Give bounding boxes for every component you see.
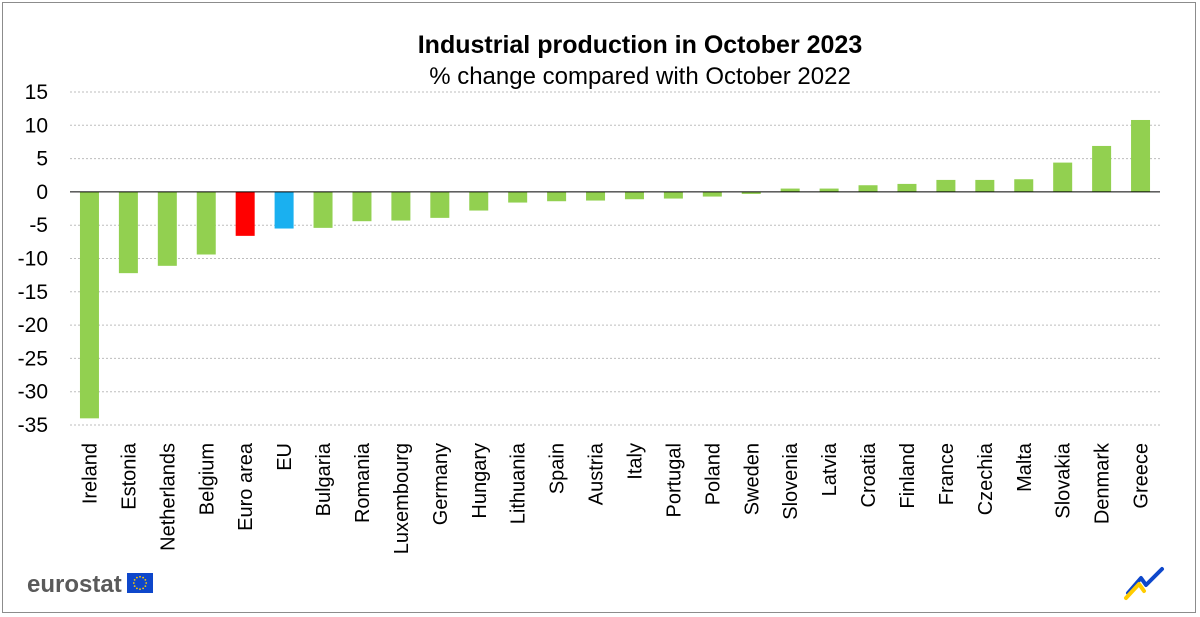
bar-greece bbox=[1131, 119, 1151, 192]
eu-star bbox=[133, 585, 136, 587]
bar-luxembourg bbox=[391, 191, 411, 221]
x-tick-label: Poland bbox=[702, 443, 724, 505]
x-tick-label: Romania bbox=[352, 442, 374, 523]
bar-netherlands bbox=[157, 191, 177, 266]
eu-star bbox=[133, 579, 136, 581]
x-tick-label: France bbox=[936, 443, 958, 505]
y-tick-label: -20 bbox=[18, 314, 48, 337]
x-tick-label: Belgium bbox=[196, 443, 218, 515]
eu-stars-icon bbox=[132, 575, 148, 591]
y-tick-label: -5 bbox=[29, 214, 48, 237]
bar-belgium bbox=[196, 191, 216, 255]
x-tick-label: Netherlands bbox=[157, 443, 179, 551]
bar-denmark bbox=[1092, 145, 1112, 192]
bar-sweden bbox=[741, 191, 761, 194]
x-tick-label: Euro area bbox=[235, 442, 257, 531]
y-tick-label: -15 bbox=[18, 281, 48, 304]
x-axis-ticks: Ireland Estonia Netherlands Belgium Euro are… bbox=[79, 442, 1152, 554]
y-tick-label: 0 bbox=[36, 181, 48, 204]
trend-line-yellow-icon bbox=[1124, 582, 1146, 600]
x-tick-label: Luxembourg bbox=[391, 443, 413, 554]
bar-france bbox=[936, 179, 956, 192]
eurostat-logo: eurostat bbox=[27, 571, 153, 598]
x-tick-label: Finland bbox=[897, 443, 919, 509]
eu-star bbox=[142, 587, 145, 590]
eu-star bbox=[144, 579, 147, 581]
bar-spain bbox=[547, 191, 567, 202]
x-tick-label: Portugal bbox=[663, 443, 685, 518]
eu-star bbox=[136, 576, 138, 579]
trend-line-blue-icon bbox=[1126, 567, 1164, 595]
bar-malta bbox=[1014, 179, 1034, 192]
bars bbox=[79, 119, 1151, 419]
x-tick-label: Czechia bbox=[975, 442, 997, 515]
chart-title: Industrial production in October 2023 bbox=[418, 31, 863, 59]
x-tick-label: Slovenia bbox=[780, 442, 802, 520]
eu-star bbox=[139, 575, 141, 578]
bar-slovenia bbox=[780, 188, 800, 192]
x-tick-label: Austria bbox=[586, 442, 608, 505]
x-tick-label: Lithuania bbox=[508, 442, 530, 524]
y-tick-label: -10 bbox=[18, 248, 48, 271]
eurostat-wordmark: eurostat bbox=[27, 571, 122, 598]
y-tick-label: 15 bbox=[25, 81, 48, 104]
bar-poland bbox=[702, 191, 722, 197]
gridlines bbox=[70, 91, 1160, 426]
x-tick-label: Denmark bbox=[1092, 442, 1114, 524]
x-tick-label: Latvia bbox=[819, 442, 841, 496]
x-tick-label: Germany bbox=[430, 443, 452, 525]
x-tick-label: Slovakia bbox=[1053, 442, 1075, 518]
bar-finland bbox=[897, 183, 917, 192]
bar-eu bbox=[274, 191, 294, 229]
y-tick-label: -25 bbox=[18, 347, 48, 370]
bar-czechia bbox=[975, 179, 995, 192]
x-tick-label: Greece bbox=[1131, 443, 1153, 509]
y-tick-label: 10 bbox=[25, 114, 48, 137]
y-tick-label: -30 bbox=[18, 381, 48, 404]
bar-germany bbox=[430, 191, 450, 218]
eu-star bbox=[132, 582, 135, 584]
y-tick-label: 5 bbox=[36, 148, 48, 171]
statistics-brand-icon bbox=[1124, 567, 1164, 600]
bar-lithuania bbox=[508, 191, 528, 203]
bar-croatia bbox=[858, 185, 878, 192]
eu-star bbox=[144, 585, 147, 587]
chart-subtitle: % change compared with October 2022 bbox=[429, 63, 851, 90]
bar-portugal bbox=[663, 191, 683, 199]
x-tick-label: Estonia bbox=[118, 442, 140, 510]
bar-latvia bbox=[819, 188, 839, 192]
bar-austria bbox=[586, 191, 606, 201]
eu-star bbox=[139, 588, 141, 591]
x-tick-label: EU bbox=[274, 443, 296, 471]
x-tick-label: Italy bbox=[624, 443, 646, 480]
bar-slovakia bbox=[1053, 162, 1073, 192]
x-tick-label: Spain bbox=[547, 443, 569, 494]
bar-bulgaria bbox=[313, 191, 333, 228]
eu-star bbox=[142, 576, 145, 579]
y-axis-ticks: 15 10 5 0 -5 -10 -15 -20 -25 -30 -35 bbox=[18, 81, 48, 437]
y-tick-label: -35 bbox=[18, 414, 48, 437]
bar-romania bbox=[352, 191, 372, 222]
bar-euro-area bbox=[235, 191, 255, 236]
eu-flag-icon bbox=[127, 573, 153, 593]
x-tick-label: Bulgaria bbox=[313, 442, 335, 516]
bar-italy bbox=[624, 191, 644, 200]
bar-ireland bbox=[79, 191, 99, 419]
x-tick-label: Sweden bbox=[741, 443, 763, 515]
bar-hungary bbox=[469, 191, 489, 211]
x-tick-label: Hungary bbox=[469, 443, 491, 519]
x-tick-label: Ireland bbox=[79, 443, 101, 504]
eu-star bbox=[145, 582, 148, 584]
x-tick-label: Malta bbox=[1014, 442, 1036, 492]
bar-estonia bbox=[118, 191, 138, 274]
eu-star bbox=[136, 587, 138, 590]
x-tick-label: Croatia bbox=[858, 442, 880, 507]
